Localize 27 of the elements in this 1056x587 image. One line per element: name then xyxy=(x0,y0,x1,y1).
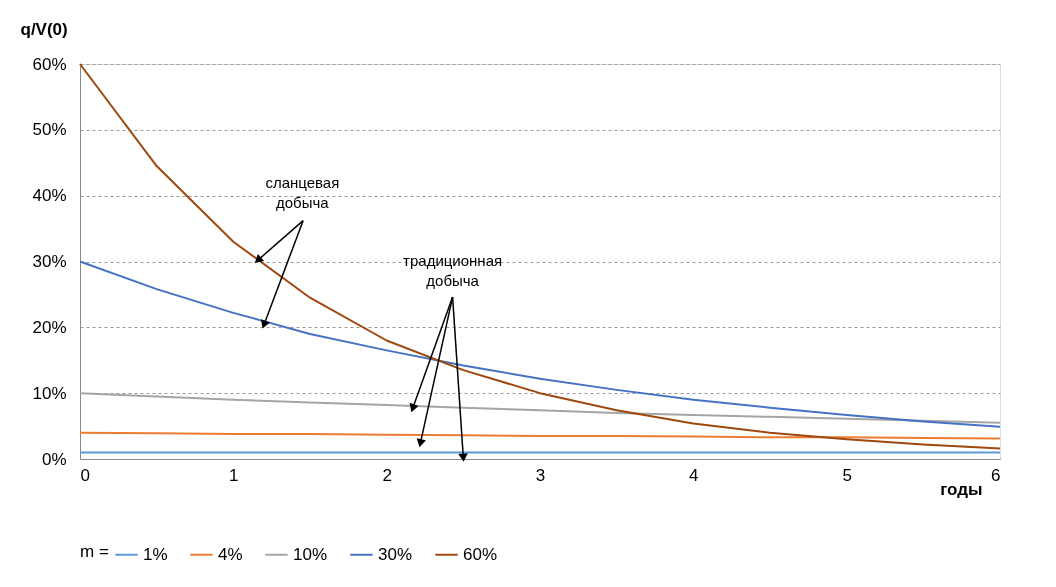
legend-label: 10% xyxy=(293,544,328,564)
x-tick-label: 1 xyxy=(229,465,239,485)
y-tick-label: 20% xyxy=(32,317,67,337)
y-tick-label: 50% xyxy=(32,120,67,140)
y-tick-label: 10% xyxy=(32,383,67,403)
legend-label: 4% xyxy=(218,544,243,564)
y-tick-label: 30% xyxy=(32,252,67,271)
line-series xyxy=(79,260,1001,428)
legend-label: 1% xyxy=(143,544,168,564)
annotation: сланцевая добыча xyxy=(265,174,340,212)
y-tick-label: 60% xyxy=(32,54,67,74)
x-tick-label: 5 xyxy=(842,465,852,485)
x-axis-title: годы xyxy=(940,479,983,499)
y-tick-label: 40% xyxy=(32,186,67,206)
legend-label: 60% xyxy=(463,544,498,564)
x-tick-label: 3 xyxy=(535,465,546,485)
legend-label: 30% xyxy=(378,544,413,564)
x-tick-label: 0 xyxy=(80,465,90,485)
line-series xyxy=(79,392,1001,424)
x-tick-label: 6 xyxy=(991,465,1001,485)
x-tick-label: 4 xyxy=(689,465,699,485)
annotation: традиционная добыча xyxy=(403,252,503,290)
y-axis-title: q/V(0) xyxy=(20,19,68,39)
x-tick-label: 2 xyxy=(382,465,392,485)
legend-title: m = xyxy=(80,542,109,561)
y-tick-label: 0% xyxy=(41,449,67,469)
line-series xyxy=(79,63,1001,450)
